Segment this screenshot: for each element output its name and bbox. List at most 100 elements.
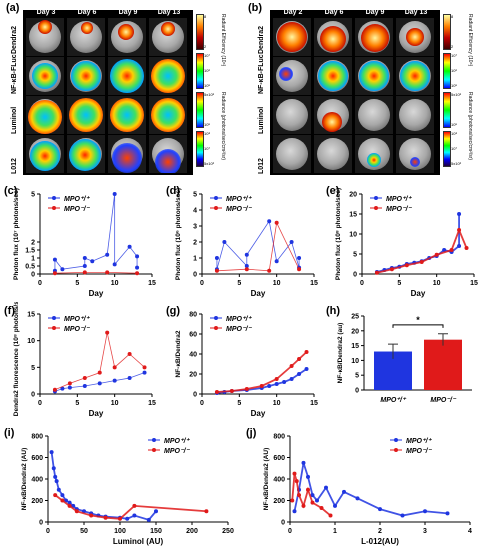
colorbar-tick: 10⁵ <box>451 122 458 127</box>
significance-bracket <box>392 324 444 328</box>
colorbar-l012 <box>443 131 451 167</box>
colorbar-tick: 5x10⁵ <box>204 92 215 97</box>
colorbar-title: Radiant Efficiency (10⁸) <box>220 14 226 67</box>
x-tick-label: 5 <box>237 400 241 407</box>
x-tick-label: 10 <box>111 280 119 287</box>
y-tick-label: 15 <box>349 212 357 219</box>
data-point <box>52 387 57 392</box>
series-line <box>54 193 138 271</box>
series-line <box>216 220 300 270</box>
y-axis-label: NF-κB/Dendra2 (AU) <box>263 448 270 511</box>
well-image <box>317 138 349 170</box>
colorbar-tick: 8 <box>451 14 454 19</box>
data-point <box>274 377 279 381</box>
y-tick-label: 40 <box>189 352 197 359</box>
legend-marker <box>374 206 378 210</box>
legend-label: MPO⁻/⁻ <box>164 448 191 455</box>
image-cell <box>26 135 64 173</box>
data-point <box>297 493 301 498</box>
data-point <box>374 270 379 275</box>
signal-overlay <box>322 112 342 132</box>
day-label: Day 6 <box>77 9 97 16</box>
trend-line <box>50 452 157 521</box>
series-line <box>54 272 138 274</box>
data-point <box>301 503 306 508</box>
signal-overlay <box>361 24 389 52</box>
y-tick-label: 0 <box>39 520 43 527</box>
data-point <box>103 515 108 520</box>
data-point <box>457 212 462 216</box>
data-point <box>112 262 117 267</box>
data-point <box>60 493 65 498</box>
data-point <box>82 376 87 380</box>
signal-overlay <box>406 28 424 46</box>
category-label: MPO⁺/⁺ <box>380 397 407 404</box>
x-tick-label: 0 <box>288 528 292 535</box>
y-tick-label: 5 <box>31 365 35 372</box>
image-cell <box>26 57 64 95</box>
data-point <box>306 487 310 492</box>
data-point <box>342 489 346 494</box>
legend-marker <box>374 196 378 200</box>
data-point <box>54 479 59 484</box>
data-point <box>423 509 427 514</box>
legend-marker <box>394 438 398 442</box>
signal-overlay <box>151 59 185 93</box>
chart-e: (e) 0 5 10 15 0 5 10 15 20 Day Photon flux (10⁸ pho… <box>326 185 478 298</box>
colorbar-tick: 5x10⁵ <box>451 92 462 97</box>
y-tick-label: 10 <box>351 358 359 365</box>
data-point <box>310 500 315 505</box>
x-tick-label: 0 <box>38 280 42 287</box>
panel-label: (e) <box>326 185 340 197</box>
signal-overlay <box>30 141 60 171</box>
legend-label: MPO⁻/⁻ <box>386 206 413 213</box>
x-tick-label: 5 <box>75 400 79 407</box>
data-point <box>135 271 140 276</box>
data-point <box>135 265 140 270</box>
x-axis-label: L-012(AU) <box>361 537 399 546</box>
signal-overlay <box>32 63 58 89</box>
x-axis-label: Day <box>89 409 104 418</box>
y-tick-label: 5 <box>353 252 357 259</box>
bar <box>424 339 462 390</box>
colorbar-tick: 10⁸ <box>451 131 458 136</box>
data-point <box>319 506 324 511</box>
signal-overlay <box>118 24 134 40</box>
colorbar-tick: 10⁶ <box>451 68 458 73</box>
data-point <box>214 390 219 394</box>
legend-marker <box>152 438 156 442</box>
data-point <box>112 378 117 383</box>
y-tick-label: 800 <box>31 434 43 441</box>
data-point <box>274 382 279 386</box>
signal-overlay <box>151 98 185 132</box>
data-point <box>297 267 302 272</box>
colorbar-title: Radiance (photons/sec/cm²/sr) <box>220 92 226 161</box>
colorbar-l012 <box>196 131 204 167</box>
colorbar-tick: 10⁷ <box>204 53 210 58</box>
data-point <box>82 384 87 388</box>
data-point <box>204 509 209 514</box>
colorbar-tick: 10⁵ <box>204 83 211 88</box>
data-point <box>53 493 58 498</box>
x-tick-label: 250 <box>222 528 234 535</box>
data-point <box>97 370 102 375</box>
legend-label: MPO⁺/⁺ <box>406 438 433 445</box>
colorbar-tick: 10⁵ <box>451 83 458 88</box>
image-cell <box>396 96 434 134</box>
data-point <box>135 254 140 259</box>
signal-overlay <box>110 98 144 132</box>
y-tick-label: 600 <box>31 455 43 462</box>
day-label: Day 3 <box>36 9 56 16</box>
well-image <box>358 99 390 131</box>
x-tick-label: 5 <box>397 280 401 287</box>
y-axis-label: NF-κB/Dendra2 (AU) <box>21 448 28 511</box>
legend-marker <box>394 448 398 452</box>
data-point <box>67 500 72 505</box>
colorbar-tick: 2 <box>204 44 207 49</box>
image-cell <box>67 18 105 56</box>
y-tick-label: 2 <box>31 240 35 247</box>
y-tick-label: 20 <box>189 372 197 379</box>
y-tick-label: 10 <box>349 232 357 239</box>
panel-label: (j) <box>246 427 257 439</box>
day-label: Day 13 <box>157 9 181 16</box>
